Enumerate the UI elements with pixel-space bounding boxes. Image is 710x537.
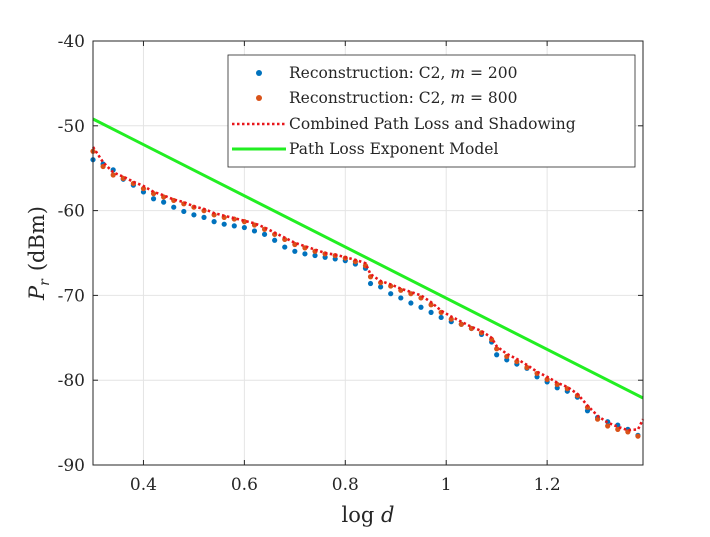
legend-marker-1: [256, 95, 262, 101]
series-0-point: [388, 291, 394, 297]
series-1-point: [524, 364, 530, 371]
series-1-point: [594, 416, 601, 422]
series-0-point: [418, 304, 424, 310]
series-1-point: [110, 172, 116, 178]
x-tick-label: 1: [441, 475, 452, 495]
series-0-point: [161, 199, 167, 205]
series-1-point: [544, 376, 550, 382]
series-0-point: [408, 300, 414, 306]
series-0-point: [438, 314, 444, 321]
series-1-point: [428, 302, 434, 308]
x-tick-label: 0.8: [332, 475, 359, 495]
series-0-point: [272, 237, 278, 243]
y-tick-label: -40: [58, 32, 85, 52]
x-tick-label: 0.6: [231, 475, 258, 495]
series-0-point: [292, 248, 298, 254]
series-0-point: [221, 221, 227, 227]
y-axis-title: Pr (dBm): [25, 206, 53, 301]
axes-box: [92, 40, 644, 466]
series-1-point: [635, 433, 641, 439]
series-1-point: [494, 346, 500, 352]
series-1-point: [605, 423, 611, 429]
legend-box: [227, 54, 636, 168]
series-0-point: [367, 280, 374, 287]
tick-layer: 0.4 0.6 0.8 1 1.2 -40 -50 -60 -70 -80 -90: [58, 32, 643, 495]
legend-label-var: m: [450, 64, 465, 82]
legend-label-suffix: = 200: [465, 64, 517, 82]
series-layer: [90, 117, 645, 439]
series-0-point: [251, 228, 258, 234]
series-0-point: [201, 214, 207, 220]
series-0-point: [261, 231, 268, 237]
legend-label-prefix: Reconstruction: C2,: [289, 89, 450, 107]
legend: Reconstruction: C2, m = 200Reconstructio…: [227, 54, 636, 168]
series-0-point: [398, 295, 404, 301]
series-0-point: [171, 204, 177, 210]
x-tick-label: 0.4: [130, 475, 157, 495]
series-0-point: [494, 352, 500, 358]
series-1-point: [458, 321, 464, 327]
y-tick-label: -90: [58, 456, 85, 476]
series-0-point: [428, 309, 434, 315]
legend-label-1: Reconstruction: C2, m = 800: [289, 89, 517, 107]
legend-label-2: Combined Path Loss and Shadowing: [289, 115, 576, 133]
series-0-point: [282, 244, 288, 250]
series-0-point: [378, 284, 384, 290]
series-0-point: [150, 196, 157, 202]
legend-label-prefix: Reconstruction: C2,: [289, 64, 450, 82]
y-tick-label: -50: [58, 117, 85, 137]
legend-label-0: Reconstruction: C2, m = 200: [289, 64, 517, 82]
series-0-point: [312, 252, 318, 259]
legend-label-suffix: = 800: [465, 89, 517, 107]
y-tick-label: -70: [58, 286, 85, 306]
y-tick-label: -80: [58, 371, 85, 391]
legend-label-3: Path Loss Exponent Model: [289, 140, 498, 158]
series-1-point: [120, 175, 126, 181]
series-0-point: [241, 224, 247, 231]
x-tick-label: 1.2: [534, 475, 561, 495]
y-tick-label: -60: [58, 202, 85, 222]
x-axis-title: log d: [342, 503, 395, 527]
y-axis-var: P: [25, 285, 49, 301]
x-axis-title-fn: log: [342, 503, 381, 527]
series-1-point: [140, 185, 147, 192]
series-0-point: [191, 212, 197, 218]
series-0-point: [302, 251, 308, 257]
y-axis-unit: (dBm): [25, 206, 49, 271]
series-0-point: [181, 208, 187, 215]
series-1-point: [448, 316, 454, 322]
legend-label-var: m: [450, 89, 465, 107]
x-axis-title-var: d: [381, 503, 394, 527]
y-axis-sub: r: [37, 278, 53, 286]
series-3-line: [92, 117, 644, 400]
series-0-point: [231, 223, 237, 229]
series-0-point: [211, 219, 217, 225]
legend-marker-0: [256, 70, 262, 76]
